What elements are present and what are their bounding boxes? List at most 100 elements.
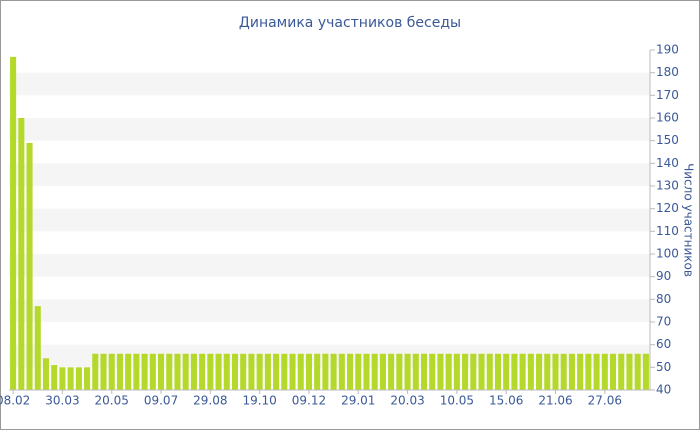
bar — [388, 353, 395, 390]
bar — [223, 353, 230, 390]
bar — [626, 353, 633, 390]
y-tick-label: 40 — [656, 383, 671, 397]
grid-band — [9, 118, 650, 141]
bar — [470, 353, 477, 390]
bar — [462, 353, 469, 390]
x-tick-label: 21.06 — [538, 394, 572, 408]
bar — [618, 353, 625, 390]
bar — [256, 353, 263, 390]
x-tick-label: 15.06 — [489, 394, 523, 408]
bar — [429, 353, 436, 390]
bar — [215, 353, 222, 390]
bar — [174, 353, 181, 390]
bar — [536, 353, 543, 390]
bar — [330, 353, 337, 390]
bar — [519, 353, 526, 390]
bar — [347, 353, 354, 390]
bar — [149, 353, 156, 390]
bar — [108, 353, 115, 390]
bar — [585, 353, 592, 390]
x-tick-label: 20.03 — [390, 394, 424, 408]
bar — [18, 118, 25, 390]
bar — [182, 353, 189, 390]
bar — [248, 353, 255, 390]
bar — [478, 353, 485, 390]
y-tick-label: 90 — [656, 269, 671, 283]
y-tick-label: 70 — [656, 315, 671, 329]
x-tick-label: 27.06 — [588, 394, 622, 408]
bar — [42, 358, 50, 390]
x-tick-label: 19.10 — [242, 394, 276, 408]
bar — [420, 353, 428, 390]
bar — [100, 353, 107, 390]
y-axis-title: Число участников — [682, 163, 696, 277]
bar — [445, 353, 452, 390]
y-tick-label: 60 — [656, 337, 671, 351]
bar — [544, 353, 551, 390]
bar — [116, 353, 123, 390]
bar — [503, 353, 510, 390]
grid-band — [9, 72, 650, 96]
bar — [281, 353, 288, 390]
bar — [609, 353, 617, 390]
bar — [67, 367, 74, 390]
bar — [125, 353, 132, 390]
bar — [527, 353, 534, 390]
bar — [601, 353, 608, 390]
bar — [92, 353, 99, 390]
grid-band — [9, 299, 650, 322]
bar — [240, 353, 247, 390]
bar — [338, 353, 345, 390]
bar — [264, 353, 271, 390]
bar — [355, 353, 362, 390]
bar — [552, 353, 559, 390]
bar — [577, 353, 584, 390]
bar — [305, 353, 312, 390]
x-tick-label: 20.05 — [95, 394, 129, 408]
bar — [199, 353, 206, 390]
y-tick-label: 80 — [656, 292, 671, 306]
bar — [494, 353, 502, 390]
bar — [322, 353, 329, 390]
bar — [26, 142, 33, 390]
chart-title: Динамика участников беседы — [239, 15, 461, 31]
y-tick-label: 170 — [656, 88, 679, 102]
bar — [634, 353, 641, 390]
y-tick-label: 100 — [656, 247, 679, 261]
y-tick-label: 150 — [656, 133, 679, 147]
bar — [34, 306, 41, 390]
bar — [412, 353, 419, 390]
bar — [133, 353, 140, 390]
bar — [10, 56, 17, 391]
bar — [157, 353, 165, 390]
x-tick-label: 29.08 — [193, 394, 227, 408]
bar — [404, 353, 411, 390]
bar — [84, 367, 91, 390]
grid-band — [9, 208, 650, 232]
bar — [363, 353, 370, 390]
bar — [59, 367, 66, 390]
bars — [10, 56, 649, 391]
bar — [642, 353, 649, 390]
y-tick-label: 190 — [656, 43, 679, 57]
bar — [560, 353, 567, 390]
bar — [207, 353, 214, 390]
bar — [190, 353, 197, 390]
bar — [568, 353, 575, 390]
bar — [141, 353, 148, 390]
y-tick-label: 130 — [656, 179, 679, 193]
bar — [453, 353, 460, 390]
bar — [75, 367, 82, 390]
bar — [396, 353, 403, 390]
bar — [486, 353, 493, 390]
y-tick-label: 180 — [656, 65, 679, 79]
bar — [314, 353, 321, 390]
bar — [371, 353, 378, 390]
grid-band — [9, 163, 650, 186]
y-tick-label: 110 — [656, 224, 679, 238]
x-tick-label: 08.02 — [0, 394, 30, 408]
bar — [166, 353, 173, 390]
y-tick-label: 160 — [656, 111, 679, 125]
